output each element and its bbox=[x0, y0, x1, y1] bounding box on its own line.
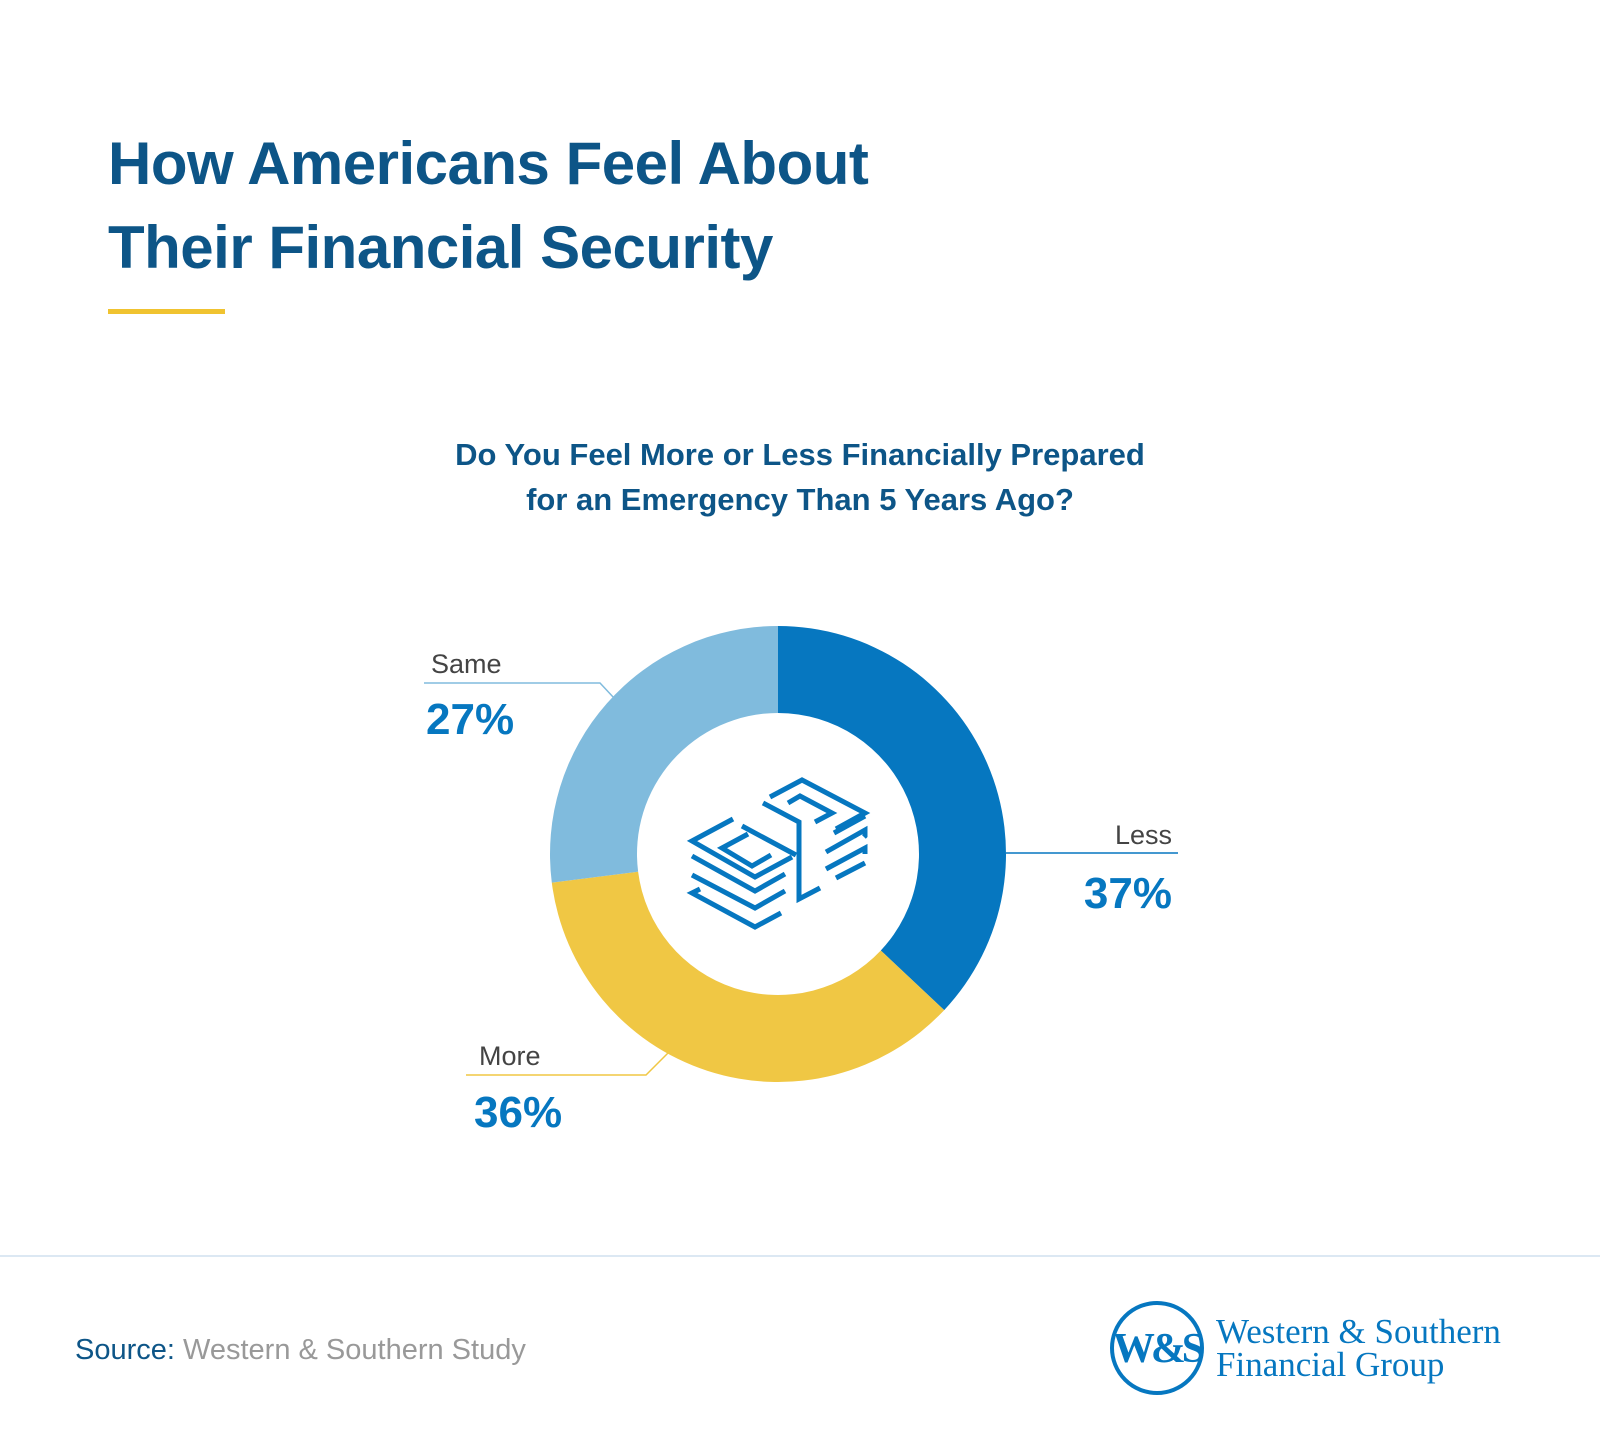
value-same: 27% bbox=[426, 695, 514, 744]
svg-text:Western & Southern: Western & Southern bbox=[1216, 1312, 1501, 1351]
slice-more bbox=[551, 871, 945, 1082]
label-same: Same bbox=[431, 649, 502, 679]
chart-subtitle: Do You Feel More or Less Financially Pre… bbox=[0, 432, 1600, 522]
footer-divider bbox=[0, 1255, 1600, 1257]
money-stack-icon bbox=[686, 777, 871, 930]
subtitle-line-2: for an Emergency Than 5 Years Ago? bbox=[526, 482, 1074, 517]
svg-text:W&S: W&S bbox=[1113, 1326, 1204, 1372]
leader-line-more bbox=[466, 1052, 669, 1076]
svg-text:Financial Group: Financial Group bbox=[1216, 1345, 1444, 1384]
title-line-2: Their Financial Security bbox=[108, 214, 773, 281]
company-logo: W&S Western & Southern Financial Group bbox=[1110, 1301, 1501, 1395]
source-text: Western & Southern Study bbox=[183, 1334, 526, 1366]
label-less: Less bbox=[1115, 820, 1172, 850]
page-title: How Americans Feel About Their Financial… bbox=[108, 122, 869, 290]
source-note: Source: Western & Southern Study bbox=[75, 1334, 526, 1367]
value-more: 36% bbox=[474, 1088, 562, 1137]
source-label: Source: bbox=[75, 1334, 175, 1366]
leader-line-same bbox=[424, 682, 615, 699]
title-accent-bar bbox=[108, 309, 225, 314]
subtitle-line-1: Do You Feel More or Less Financially Pre… bbox=[455, 437, 1145, 472]
label-more: More bbox=[479, 1041, 541, 1071]
title-line-1: How Americans Feel About bbox=[108, 130, 869, 197]
donut-chart: Same 27% Less 37% More 36% bbox=[424, 626, 1178, 1137]
slice-less bbox=[778, 626, 1006, 1011]
value-less: 37% bbox=[1084, 869, 1172, 918]
slice-same bbox=[550, 626, 778, 883]
